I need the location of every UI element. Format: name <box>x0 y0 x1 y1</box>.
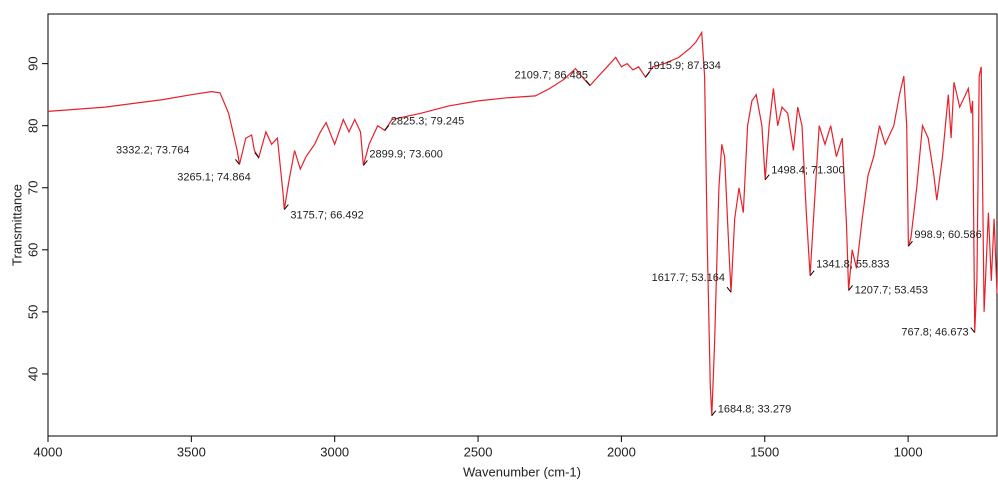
peak-label: 1341.8; 55.833 <box>816 259 889 271</box>
y-tick-label: 90 <box>25 56 40 70</box>
peak-marker <box>848 285 853 291</box>
y-axis-label: Transmittance <box>9 184 24 266</box>
peak-label: 767.8; 46.673 <box>901 326 968 338</box>
peak-label: 3332.2; 73.764 <box>116 144 189 156</box>
peak-label: 1498.4; 71.300 <box>771 165 844 177</box>
spectrum-line <box>48 30 998 416</box>
peak-label: 1207.7; 53.453 <box>855 284 928 296</box>
y-tick-label: 70 <box>25 181 40 195</box>
peak-marker <box>726 286 732 293</box>
peak-marker <box>908 240 913 247</box>
peak-label: 2825.3; 79.245 <box>391 115 464 127</box>
peak-marker <box>970 327 976 333</box>
peak-marker <box>384 125 390 131</box>
peak-marker <box>711 410 717 416</box>
x-axis-label: Wavenumber (cm-1) <box>463 464 581 479</box>
peak-marker <box>585 80 591 86</box>
y-tick-label: 80 <box>25 118 40 132</box>
x-tick-label: 1500 <box>750 444 779 459</box>
y-tick-label: 60 <box>25 243 40 257</box>
peak-label: 1915.9; 87.834 <box>648 60 721 72</box>
x-tick-label: 2500 <box>464 444 493 459</box>
y-tick-label: 50 <box>25 305 40 319</box>
plot-frame <box>47 13 998 437</box>
peak-marker <box>254 152 260 158</box>
peak-label: 3265.1; 74.864 <box>177 171 250 183</box>
peak-label: 1617.7; 53.164 <box>652 272 725 284</box>
x-tick-label: 3500 <box>177 444 206 459</box>
peak-label: 3175.7; 66.492 <box>290 209 363 221</box>
x-tick-label: 3000 <box>320 444 349 459</box>
plot-area: 3332.2; 73.764 3265.1; 74.864 3175.7; 66.4… <box>48 30 998 416</box>
peak-marker <box>764 174 770 181</box>
peak-label: 1684.8; 33.279 <box>718 404 791 416</box>
x-tick-label: 1000 <box>894 444 923 459</box>
peak-label: 2899.9; 73.600 <box>369 148 442 160</box>
peak-label: 998.9; 60.586 <box>914 229 981 241</box>
peak-marker <box>809 270 815 276</box>
peak-marker <box>283 204 289 210</box>
peak-marker <box>363 160 368 166</box>
x-tick-label: 2000 <box>607 444 636 459</box>
x-tick-label: 4000 <box>34 444 63 459</box>
y-tick-label: 40 <box>25 367 40 381</box>
peak-marker <box>645 71 650 78</box>
peak-marker <box>235 159 240 165</box>
peak-label: 2109.7; 86.485 <box>515 69 588 81</box>
